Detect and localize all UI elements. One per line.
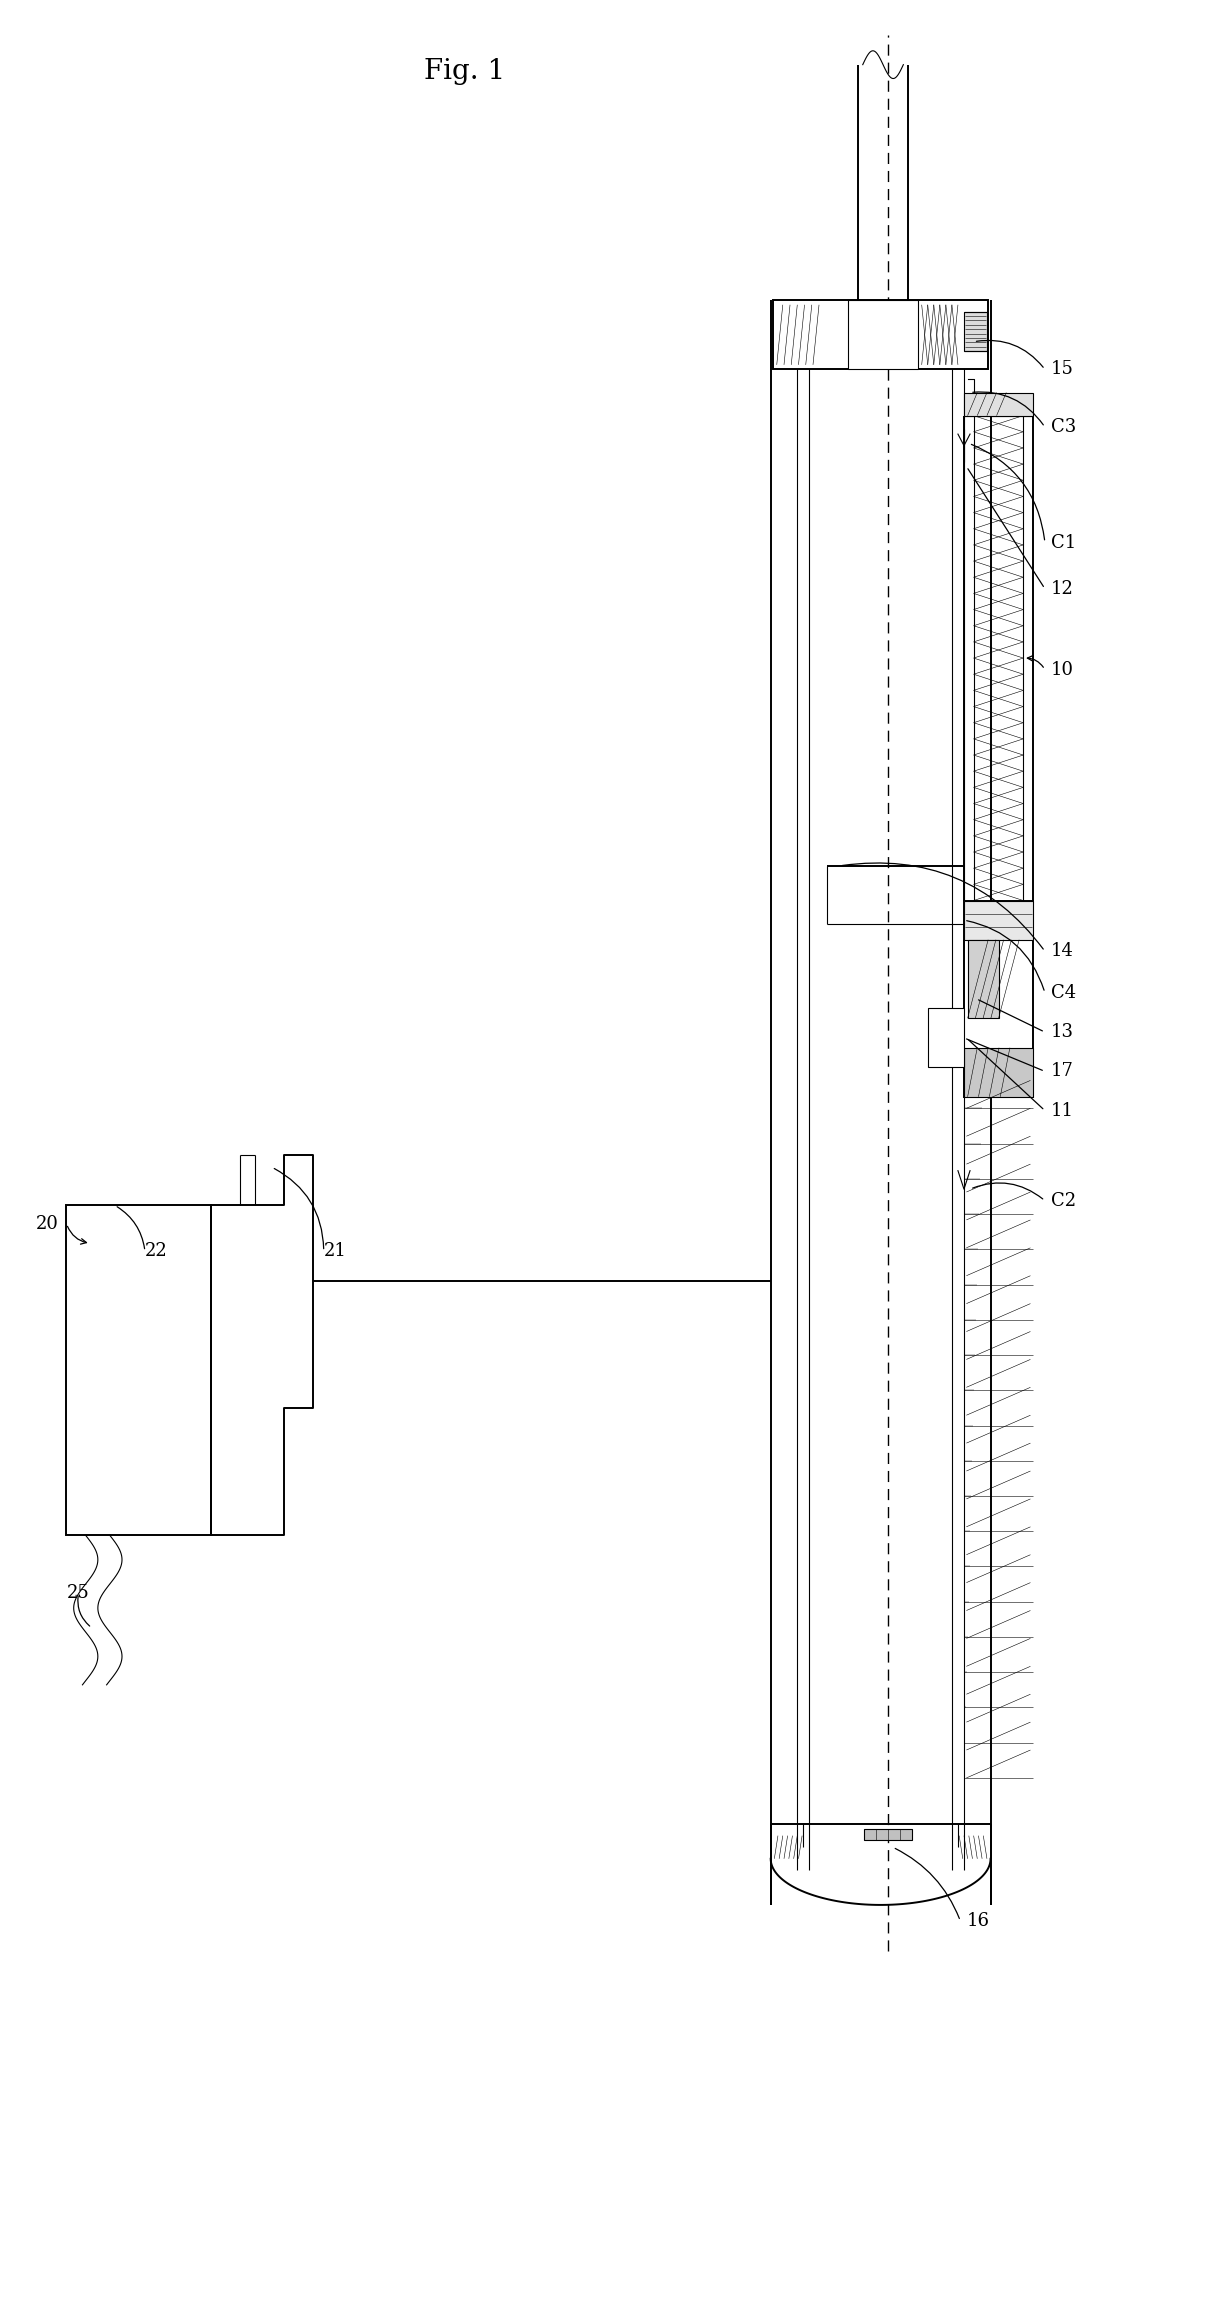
Text: 12: 12 <box>1051 580 1074 598</box>
Text: 10: 10 <box>1051 660 1074 679</box>
Text: 17: 17 <box>1051 1062 1074 1081</box>
Bar <box>928 1009 964 1067</box>
Text: 16: 16 <box>966 1912 989 1930</box>
Bar <box>968 940 999 1018</box>
Bar <box>848 300 918 369</box>
Text: 13: 13 <box>1051 1023 1074 1041</box>
Text: 20: 20 <box>36 1215 59 1233</box>
Bar <box>964 901 1033 940</box>
Text: C1: C1 <box>1051 533 1076 552</box>
Bar <box>773 300 988 369</box>
Text: 21: 21 <box>324 1242 347 1261</box>
Text: C4: C4 <box>1051 984 1076 1002</box>
Bar <box>964 1048 1033 1097</box>
Bar <box>964 312 987 351</box>
Text: 11: 11 <box>1051 1101 1074 1120</box>
Text: 14: 14 <box>1051 942 1074 961</box>
Text: 25: 25 <box>66 1584 89 1602</box>
Bar <box>864 1829 912 1840</box>
Text: C3: C3 <box>1051 418 1076 436</box>
Text: 22: 22 <box>145 1242 168 1261</box>
Text: C2: C2 <box>1051 1191 1076 1210</box>
Text: Fig. 1: Fig. 1 <box>424 58 506 85</box>
Bar <box>964 393 1033 416</box>
Text: 15: 15 <box>1051 360 1074 379</box>
Bar <box>964 901 1033 1097</box>
Bar <box>66 1205 211 1535</box>
